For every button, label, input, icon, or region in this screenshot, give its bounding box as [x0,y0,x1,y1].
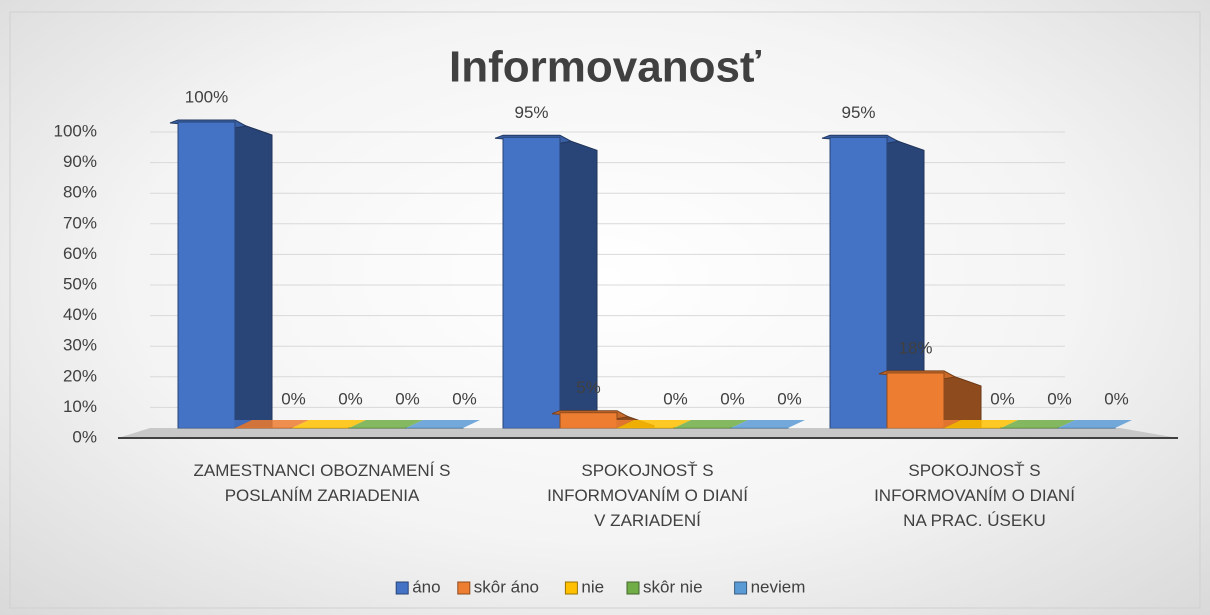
chart-border [9,11,1201,609]
chart-title: Informovanosť [449,43,762,92]
data-label: 0% [1047,389,1072,408]
data-label: 95% [514,103,548,122]
bar [829,136,888,429]
y-tick-label: 50% [63,274,97,293]
bar-base [1001,420,1075,428]
bar-base [292,420,366,428]
y-tick-label: 90% [63,152,97,171]
y-tick-label: 0% [72,427,97,446]
x-tick-label: SPOKOJNOSŤ S INFORMOVANÍM O DIANÍ NA PRA… [874,461,1075,530]
data-label: 0% [990,389,1015,408]
legend-label: áno [412,577,440,596]
x-tick-label: ZAMESTNANCI OBOZNAMENÍ S POSLANÍM ZARIAD… [193,461,451,505]
bar-base [560,420,634,428]
legend-label: skôr nie [643,577,703,596]
floor [118,428,1178,438]
bar-base [731,420,805,428]
legend-label: neviem [751,577,806,596]
legend-swatch [395,581,409,595]
data-label: 0% [338,389,363,408]
legend-swatch [564,581,578,595]
data-label: 95% [841,103,875,122]
data-label: 0% [395,389,420,408]
legend-swatch [457,581,471,595]
bar-side [943,372,982,429]
legend-label: skôr áno [474,577,539,596]
legend-label: nie [581,577,604,596]
y-tick-label: 70% [63,213,97,232]
data-label: 5% [576,378,601,397]
legend-swatch [734,581,748,595]
bar-base [178,420,252,428]
bar-base [503,420,577,428]
bar-side [234,121,273,429]
data-label: 0% [720,389,745,408]
bar-base [349,420,423,428]
y-tick-label: 10% [63,397,97,416]
y-tick-label: 100% [54,121,97,140]
data-label: 18% [898,338,932,357]
y-tick-label: 30% [63,336,97,355]
data-label: 0% [663,389,688,408]
y-tick-label: 20% [63,366,97,385]
data-label: 0% [1104,389,1129,408]
bar-base [887,420,961,428]
data-label: 0% [281,389,306,408]
bar-base [830,420,904,428]
bar-base [674,420,748,428]
bar-base [406,420,480,428]
bar-base [617,420,691,428]
bar [502,136,561,429]
data-label: 0% [777,389,802,408]
bar [177,121,236,429]
x-tick-label: SPOKOJNOSŤ S INFORMOVANÍM O DIANÍ V ZARI… [547,461,748,530]
bar-base [235,420,309,428]
y-tick-label: 80% [63,183,97,202]
legend-swatch [626,581,640,595]
bar-base [944,420,1018,428]
data-label: 100% [185,87,228,106]
y-tick-label: 60% [63,244,97,263]
bar [886,372,945,429]
y-tick-label: 40% [63,305,97,324]
bar-base [1058,420,1132,428]
data-label: 0% [452,389,477,408]
